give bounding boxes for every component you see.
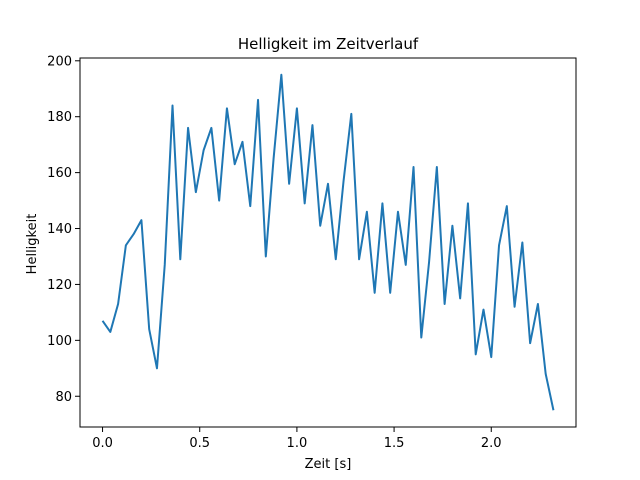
x-tick-label: 0.0 bbox=[92, 436, 113, 451]
y-tick-label: 80 bbox=[55, 390, 72, 405]
y-tick-label: 200 bbox=[47, 54, 72, 69]
x-axis-ticks: 0.0 0.5 1.0 1.5 2.0 bbox=[92, 427, 502, 451]
plot-area bbox=[79, 57, 577, 428]
y-tick-label: 100 bbox=[47, 334, 72, 349]
series-line-0 bbox=[101, 73, 555, 411]
y-axis-ticks: 80 100 120 140 160 180 200 bbox=[47, 54, 80, 405]
y-axis-label: Helligkeit bbox=[25, 214, 40, 275]
y-tick-label: 140 bbox=[47, 222, 72, 237]
y-tick-label: 180 bbox=[47, 110, 72, 125]
x-tick-label: 1.5 bbox=[384, 436, 405, 451]
axes-frame bbox=[79, 57, 577, 428]
y-tick-label: 160 bbox=[47, 166, 72, 181]
x-axis-label: Zeit [s] bbox=[305, 457, 352, 472]
x-tick-label: 0.5 bbox=[189, 436, 210, 451]
y-tick-label: 120 bbox=[47, 278, 72, 293]
x-tick-label: 2.0 bbox=[481, 436, 502, 451]
chart-title: Helligkeit im Zeitverlauf bbox=[238, 35, 419, 53]
x-tick-label: 1.0 bbox=[287, 436, 308, 451]
